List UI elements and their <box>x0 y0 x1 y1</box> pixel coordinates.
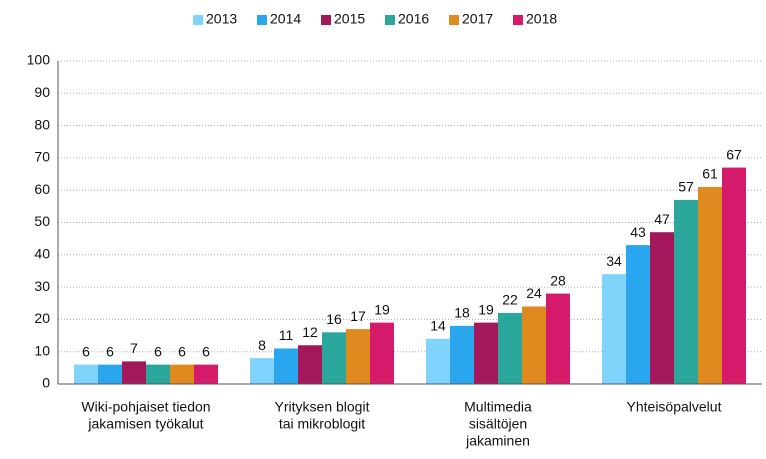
legend-label: 2016 <box>398 11 429 27</box>
bar <box>626 245 650 384</box>
y-tick-label: 60 <box>34 181 50 197</box>
y-tick-label: 50 <box>34 213 50 229</box>
legend-swatch <box>385 15 395 25</box>
y-tick-label: 30 <box>34 278 50 294</box>
bar <box>650 232 674 384</box>
legend-swatch <box>321 15 331 25</box>
value-label: 19 <box>478 301 494 317</box>
value-label: 67 <box>726 146 742 162</box>
bar <box>498 312 522 384</box>
legend-label: 2015 <box>334 11 365 27</box>
legend-swatch <box>257 15 267 25</box>
y-tick-label: 80 <box>34 116 50 132</box>
bar <box>546 293 570 384</box>
value-label: 24 <box>526 285 542 301</box>
value-label: 16 <box>326 311 342 327</box>
bar <box>522 306 546 384</box>
x-tick-label: Wiki-pohjaiset tiedon <box>81 399 210 415</box>
value-label: 19 <box>374 301 390 317</box>
value-label: 61 <box>702 166 718 182</box>
y-tick-label: 0 <box>42 375 50 391</box>
x-tick-label: Yrityksen blogit <box>275 399 370 415</box>
bar <box>674 199 698 384</box>
legend-swatch <box>449 15 459 25</box>
bar <box>170 364 194 384</box>
bar <box>426 338 450 384</box>
bar <box>322 332 346 384</box>
value-label: 57 <box>678 179 694 195</box>
value-label: 43 <box>630 224 646 240</box>
bar <box>346 329 370 384</box>
value-label: 22 <box>502 292 518 308</box>
bar <box>250 358 274 384</box>
value-label: 6 <box>154 343 162 359</box>
bar <box>602 274 626 384</box>
bar <box>194 364 218 384</box>
bar <box>274 348 298 384</box>
x-tick-label: jakaminen <box>465 433 530 449</box>
value-label: 6 <box>106 343 114 359</box>
bar <box>298 345 322 384</box>
y-tick-label: 100 <box>27 52 51 68</box>
bar <box>722 167 746 384</box>
x-tick-label: tai mikroblogit <box>279 416 365 432</box>
value-label: 14 <box>430 317 446 333</box>
value-label: 34 <box>606 253 622 269</box>
value-label: 6 <box>82 343 90 359</box>
x-tick-label: Multimedia <box>464 399 532 415</box>
y-tick-label: 20 <box>34 310 50 326</box>
value-label: 28 <box>550 272 566 288</box>
bar <box>370 322 394 384</box>
legend-label: 2013 <box>206 11 237 27</box>
bar <box>474 322 498 384</box>
x-tick-label: Yhteisöpalvelut <box>627 399 722 415</box>
bar <box>450 325 474 384</box>
x-tick-label: jakamisen työkalut <box>87 416 203 432</box>
value-label: 6 <box>202 343 210 359</box>
value-label: 7 <box>130 340 138 356</box>
bar <box>74 364 98 384</box>
value-label: 47 <box>654 211 670 227</box>
bar <box>146 364 170 384</box>
y-tick-label: 40 <box>34 246 50 262</box>
y-tick-label: 10 <box>34 342 50 358</box>
bar <box>698 186 722 384</box>
y-tick-label: 70 <box>34 149 50 165</box>
legend-label: 2018 <box>526 11 557 27</box>
value-label: 8 <box>258 337 266 353</box>
bar <box>98 364 122 384</box>
legend-label: 2014 <box>270 11 301 27</box>
bar <box>122 361 146 384</box>
value-label: 11 <box>279 327 294 343</box>
value-label: 18 <box>454 305 470 321</box>
legend-label: 2017 <box>462 11 493 27</box>
value-label: 6 <box>178 343 186 359</box>
x-tick-label: sisältöjen <box>469 416 527 432</box>
value-label: 12 <box>302 324 318 340</box>
legend-swatch <box>193 15 203 25</box>
legend-swatch <box>513 15 523 25</box>
y-tick-label: 90 <box>34 84 50 100</box>
value-label: 17 <box>350 308 366 324</box>
